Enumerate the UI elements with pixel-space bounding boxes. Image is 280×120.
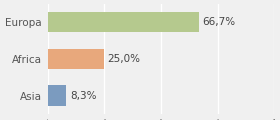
Bar	[48, 85, 66, 106]
Text: 8,3%: 8,3%	[70, 91, 96, 101]
Bar	[48, 49, 104, 69]
Bar	[48, 12, 199, 32]
Text: 66,7%: 66,7%	[202, 17, 235, 27]
Text: 25,0%: 25,0%	[108, 54, 141, 64]
